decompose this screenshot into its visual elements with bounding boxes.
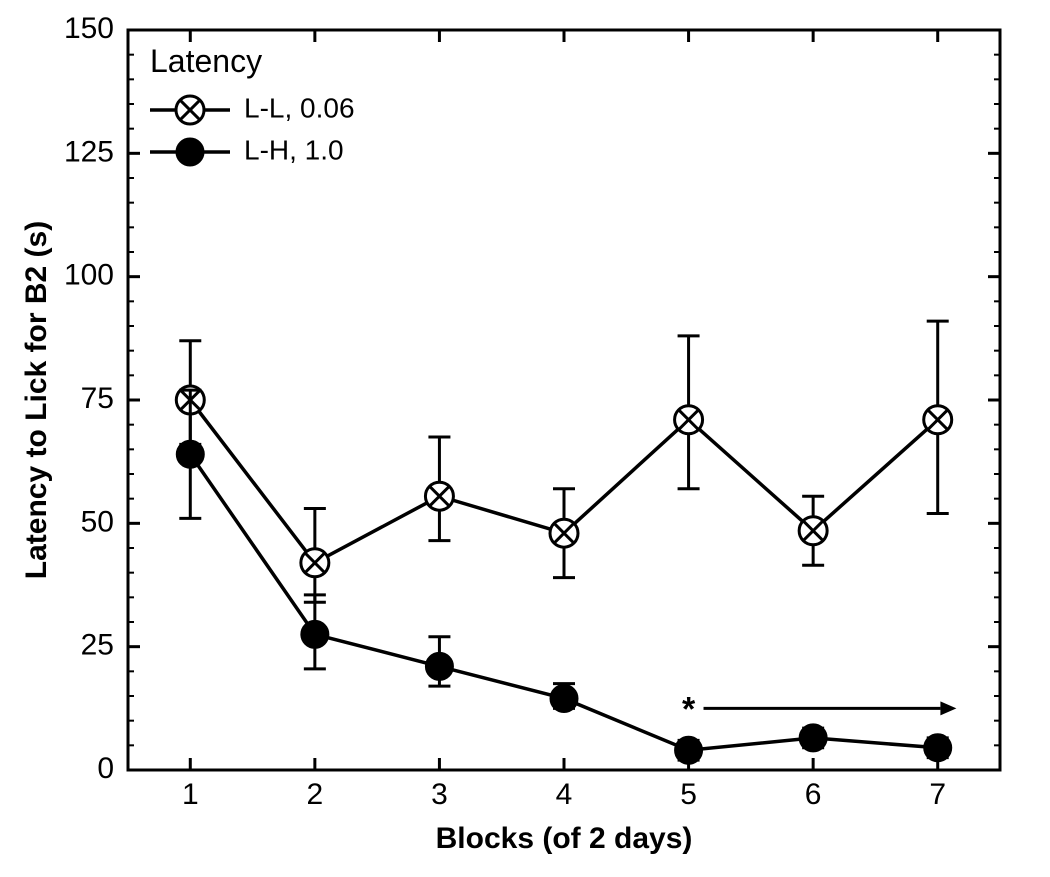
y-tick-label: 25 xyxy=(81,629,114,662)
latency-chart: 0 25 50 75 100 125 150 1 2 3 4 5 6 7 Blocks (of 2 days… xyxy=(0,0,1050,877)
x-tick-label: 3 xyxy=(431,778,448,811)
y-tick-label: 0 xyxy=(97,752,114,785)
legend-item-label: L-H, 1.0 xyxy=(244,134,344,165)
y-tick-label: 125 xyxy=(64,135,114,168)
x-tick-label: 7 xyxy=(929,778,946,811)
marker-filled-circle xyxy=(551,685,577,711)
marker-filled-circle xyxy=(925,735,951,761)
marker-filled-circle xyxy=(177,441,203,467)
marker-filled-circle xyxy=(426,653,452,679)
y-axis-title: Latency to Lick for B2 (s) xyxy=(20,221,53,579)
x-tick-label: 5 xyxy=(680,778,697,811)
marker-filled-circle xyxy=(800,725,826,751)
x-tick-label: 2 xyxy=(307,778,324,811)
significance-star: * xyxy=(682,690,696,728)
x-tick-label: 1 xyxy=(182,778,199,811)
y-tick-label: 150 xyxy=(64,12,114,45)
legend-title: Latency xyxy=(150,43,262,79)
x-tick-label: 4 xyxy=(556,778,573,811)
x-axis-title: Blocks (of 2 days) xyxy=(436,822,693,855)
legend-item-label: L-L, 0.06 xyxy=(244,92,355,123)
y-tick-label: 50 xyxy=(81,505,114,538)
marker-filled-circle xyxy=(302,621,328,647)
legend-marker-filled-circle xyxy=(177,139,203,165)
y-tick-label: 75 xyxy=(81,382,114,415)
x-tick-label: 6 xyxy=(805,778,822,811)
marker-filled-circle xyxy=(676,737,702,763)
y-tick-label: 100 xyxy=(64,259,114,292)
